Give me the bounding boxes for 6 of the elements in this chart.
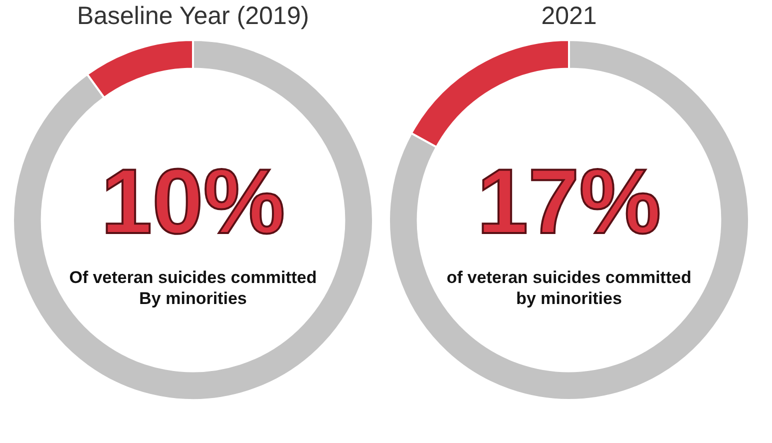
text: 10% — [100, 151, 286, 253]
chart-title: Baseline Year (2019) — [76, 2, 310, 30]
text: 17% — [476, 151, 662, 253]
text: Of veteran suicides committed By minorities — [69, 268, 317, 308]
text: of veteran suicides committed by minorities — [446, 268, 692, 308]
chart-title: 2021 — [541, 2, 597, 30]
